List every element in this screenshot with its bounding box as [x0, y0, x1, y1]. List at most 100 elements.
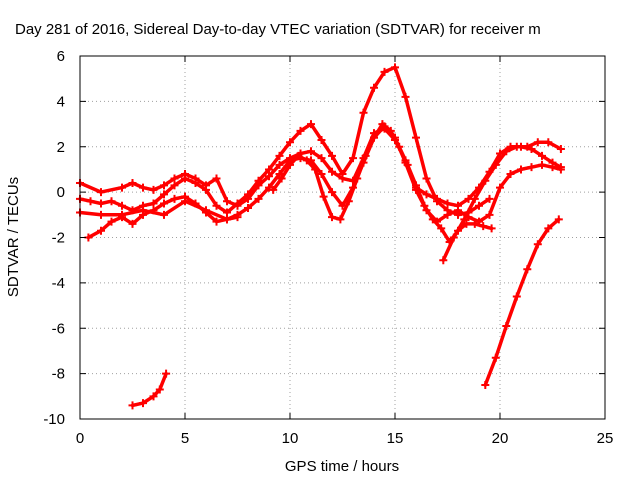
- data-point: [395, 142, 404, 151]
- data-point: [401, 92, 410, 101]
- data-point: [378, 120, 387, 129]
- data-point: [391, 63, 399, 72]
- x-tick-labels: 0 5 10 15 20 25: [76, 430, 614, 447]
- data-point: [155, 385, 164, 394]
- y-axis-label: SDTVAR / TECUs: [5, 177, 22, 297]
- series-line: [271, 122, 494, 244]
- data-point: [128, 219, 137, 228]
- data-point: [97, 199, 105, 208]
- data-point: [428, 215, 437, 224]
- chart-title: Day 281 of 2016, Sidereal Day-to-day VTE…: [15, 21, 541, 38]
- data-point: [523, 142, 532, 151]
- data-point: [149, 185, 158, 194]
- tick-layer: [79, 55, 606, 420]
- x-tick-label: 0: [76, 430, 84, 447]
- data-point: [527, 163, 536, 172]
- data-point: [485, 210, 494, 219]
- data-point: [554, 215, 563, 224]
- grid-layer: [80, 56, 605, 419]
- data-point: [286, 138, 294, 147]
- data-point: [512, 292, 521, 301]
- data-point: [311, 165, 320, 174]
- data-point: [244, 190, 252, 199]
- data-point: [181, 174, 189, 183]
- x-tick-label: 20: [492, 430, 509, 447]
- data-point: [317, 135, 326, 144]
- series-track-2: [76, 63, 494, 219]
- data-point: [149, 206, 158, 215]
- data-point: [265, 165, 273, 174]
- data-point: [302, 156, 311, 165]
- x-tick-label: 10: [282, 430, 299, 447]
- series-track-6: [439, 138, 565, 265]
- data-point: [170, 181, 179, 190]
- data-point: [160, 210, 168, 219]
- data-point: [294, 151, 303, 160]
- data-point: [403, 160, 412, 169]
- data-point: [462, 219, 471, 228]
- data-point: [359, 108, 368, 117]
- data-point: [556, 165, 565, 174]
- data-point: [439, 256, 448, 265]
- x-tick-label: 25: [597, 430, 614, 447]
- data-point: [544, 138, 553, 147]
- data-point: [328, 151, 336, 160]
- data-point: [349, 154, 357, 163]
- data-point: [344, 197, 353, 206]
- data-point: [556, 145, 565, 154]
- data-point: [254, 194, 263, 203]
- x-axis-label: GPS time / hours: [285, 458, 399, 475]
- data-point: [353, 174, 362, 183]
- data-point: [533, 240, 542, 249]
- data-point: [506, 169, 515, 178]
- x-tick-label: 5: [181, 430, 189, 447]
- data-point: [533, 138, 542, 147]
- series-line: [483, 217, 561, 387]
- data-point: [107, 197, 116, 206]
- data-point: [118, 183, 126, 192]
- data-point: [223, 215, 231, 224]
- data-point: [487, 224, 496, 233]
- data-point: [233, 213, 242, 222]
- data-point: [139, 183, 147, 192]
- data-point: [470, 194, 479, 203]
- data-point: [296, 126, 305, 135]
- data-point: [275, 169, 284, 178]
- data-point: [481, 176, 490, 185]
- y-tick-label: 0: [57, 184, 65, 201]
- data-point: [97, 210, 105, 219]
- data-point: [475, 201, 483, 210]
- data-point: [502, 321, 511, 330]
- y-tick-label: -10: [43, 411, 65, 428]
- data-point: [139, 210, 147, 219]
- data-point: [191, 179, 200, 188]
- data-point: [544, 224, 553, 233]
- data-point: [160, 199, 168, 208]
- data-point: [277, 174, 286, 183]
- data-point: [491, 353, 500, 362]
- data-point: [328, 188, 336, 197]
- data-point: [269, 185, 278, 194]
- data-point: [336, 215, 345, 224]
- data-point: [481, 380, 490, 389]
- data-point: [538, 151, 546, 160]
- data-point: [128, 179, 137, 188]
- data-point: [496, 183, 504, 192]
- data-point: [449, 233, 458, 242]
- data-point: [328, 213, 336, 222]
- data-point: [338, 169, 347, 178]
- data-point: [422, 174, 431, 183]
- series-track-8: [481, 215, 563, 389]
- data-point: [470, 219, 479, 228]
- data-point: [86, 197, 95, 206]
- data-point: [307, 147, 315, 156]
- series-track-7: [128, 369, 171, 410]
- data-point: [460, 215, 469, 224]
- data-point: [233, 199, 242, 208]
- data-point: [538, 160, 546, 169]
- data-point: [160, 181, 168, 190]
- data-point: [97, 226, 105, 235]
- data-point: [97, 188, 105, 197]
